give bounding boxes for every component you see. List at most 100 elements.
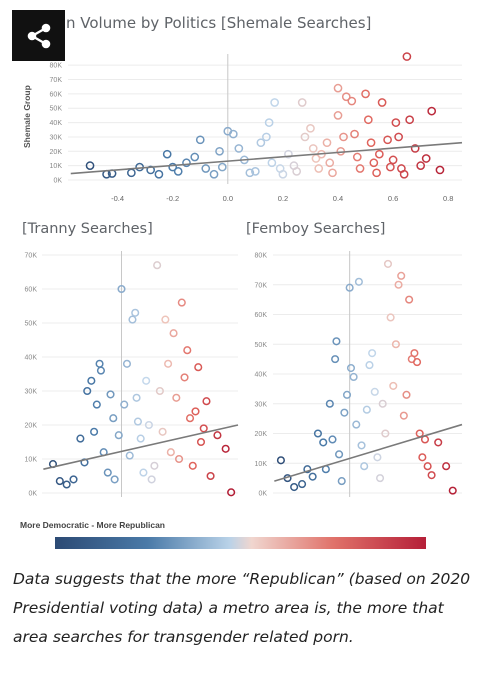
- shemale-chart-title: n Volume by Politics [Shemale Searches]: [66, 14, 372, 32]
- caption-text: Data suggests that the more “Republican”…: [13, 570, 471, 646]
- shemale-data-point: [386, 162, 395, 172]
- femboy-data-point: [448, 486, 457, 495]
- tranny-data-point: [122, 359, 132, 368]
- femboy-data-point: [362, 405, 371, 414]
- femboy-data-point: [342, 390, 352, 399]
- femboy-data-point: [352, 420, 361, 429]
- shemale-data-point: [394, 132, 403, 142]
- femboy-data-point: [386, 313, 395, 322]
- tranny-data-point: [133, 417, 142, 426]
- femboy-y-tick-label: 50K: [255, 342, 268, 349]
- femboy-data-point: [423, 462, 432, 471]
- tranny-data-point: [180, 373, 189, 382]
- shemale-y-tick-label: 40K: [50, 120, 63, 127]
- shemale-x-tick-label: 0.0: [223, 194, 233, 203]
- shemale-data-point: [341, 92, 351, 102]
- shemale-data-point: [251, 167, 260, 176]
- shemale-data-point: [162, 149, 172, 159]
- shemale-data-point: [297, 98, 307, 107]
- femboy-data-point: [399, 411, 408, 420]
- tranny-data-point: [92, 400, 101, 409]
- shemale-data-point: [322, 138, 332, 148]
- shemale-data-point: [215, 146, 224, 156]
- tranny-data-point: [128, 315, 137, 324]
- shemale-data-point: [264, 118, 274, 127]
- tranny-data-point: [125, 451, 134, 460]
- shemale-data-point: [421, 154, 431, 163]
- tranny-data-point: [55, 477, 64, 486]
- shemale-data-point: [391, 118, 401, 127]
- shemale-data-point: [372, 168, 381, 178]
- shemale-data-point: [328, 168, 337, 178]
- tranny-data-point: [139, 468, 148, 477]
- shemale-x-tick-label: -0.4: [111, 194, 124, 203]
- tranny-data-point: [136, 434, 145, 443]
- share-button[interactable]: [12, 10, 65, 61]
- share-icon: [27, 23, 50, 48]
- shemale-y-tick-label: 30K: [50, 134, 63, 141]
- tranny-data-point: [177, 298, 186, 307]
- tranny-data-point: [103, 468, 112, 477]
- femboy-data-point: [346, 364, 356, 373]
- femboy-data-point: [434, 438, 443, 447]
- femboy-data-point: [349, 372, 358, 382]
- tranny-y-tick-label: 10K: [25, 457, 38, 464]
- femboy-data-point: [402, 390, 411, 399]
- tranny-data-point: [87, 376, 96, 385]
- femboy-data-point: [345, 283, 354, 292]
- shemale-data-point: [173, 167, 183, 176]
- tranny-data-point: [76, 434, 85, 443]
- shemale-x-tick-label: 0.6: [388, 194, 398, 203]
- shemale-data-point: [234, 144, 244, 153]
- tranny-y-tick-label: 50K: [25, 321, 38, 328]
- femboy-data-point: [378, 399, 387, 408]
- tranny-data-point: [175, 454, 184, 464]
- shemale-y-tick-label: 50K: [50, 106, 63, 113]
- tranny-chart-title: [Tranny Searches]: [22, 221, 153, 237]
- shemale-data-point: [284, 149, 293, 159]
- tranny-data-point: [213, 431, 222, 440]
- femboy-data-point: [383, 259, 393, 268]
- tranny-data-point: [120, 400, 129, 409]
- shemale-y-tick-label: 60K: [50, 91, 63, 98]
- tranny-data-point: [62, 480, 71, 489]
- shemale-data-point: [383, 135, 392, 145]
- shemale-data-point: [388, 155, 398, 165]
- shemale-data-point: [333, 111, 343, 120]
- shemale-x-tick-label: 0.2: [278, 194, 288, 203]
- shemale-data-point: [314, 164, 324, 173]
- femboy-data-point: [365, 361, 374, 370]
- tranny-data-point: [221, 444, 230, 453]
- shemale-trend-line: [70, 141, 463, 175]
- tranny-data-point: [196, 437, 206, 447]
- tranny-data-point: [147, 475, 156, 484]
- shemale-data-point: [201, 164, 211, 173]
- femboy-y-tick-label: 40K: [255, 372, 268, 379]
- femboy-data-point: [442, 462, 451, 471]
- shemale-y-tick-label: 80K: [50, 63, 63, 70]
- shemale-data-point: [245, 168, 255, 178]
- tranny-data-point: [132, 393, 141, 402]
- tranny-data-point: [109, 414, 118, 423]
- tranny-data-point: [194, 363, 203, 372]
- tranny-data-point: [199, 424, 208, 433]
- shemale-data-point: [182, 158, 191, 168]
- shemale-data-point: [369, 158, 379, 168]
- femboy-data-point: [394, 280, 403, 289]
- femboy-data-point: [354, 277, 363, 286]
- femboy-y-tick-label: 30K: [255, 401, 268, 408]
- tranny-data-point: [142, 376, 151, 385]
- shemale-data-point: [228, 129, 238, 139]
- tranny-y-tick-label: 40K: [25, 355, 38, 362]
- tranny-data-point: [90, 427, 99, 436]
- femboy-data-point: [410, 349, 419, 358]
- tranny-data-point: [110, 475, 119, 484]
- femboy-data-point: [298, 480, 307, 489]
- femboy-data-point: [335, 450, 344, 459]
- shemale-data-point: [270, 98, 279, 107]
- tranny-data-point: [183, 346, 192, 355]
- tranny-data-point: [188, 461, 197, 470]
